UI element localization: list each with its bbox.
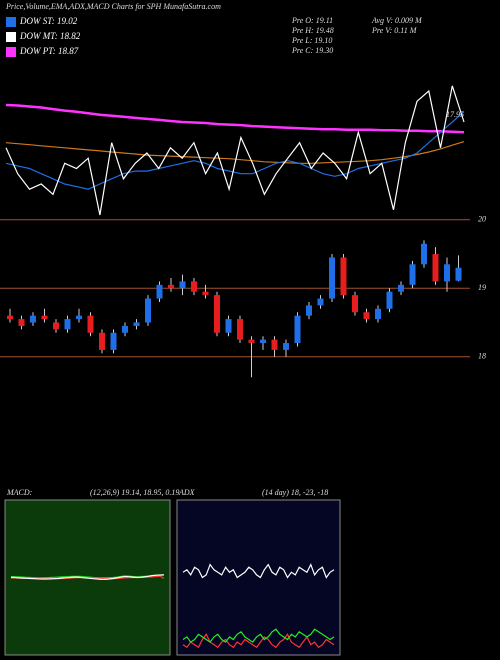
panel-background [176, 499, 341, 656]
page-title: Price,Volume,EMA,ADX,MACD Charts for SPH… [5, 2, 221, 11]
volume-value: Pre V: 0.11 M [371, 26, 418, 35]
candle-body [352, 295, 358, 313]
volume-value: Avg V: 0.009 M [371, 16, 423, 25]
series-line [182, 633, 335, 649]
candle-body [294, 315, 301, 344]
candle-body [444, 264, 450, 282]
candle-body [156, 284, 163, 299]
candle-body [248, 339, 255, 344]
annotation: 17.95 [446, 110, 464, 119]
y-tick-label: 19 [478, 283, 486, 292]
candle-body [375, 308, 381, 320]
legend-label: DOW ST: 19.02 [19, 16, 78, 26]
candle-body [168, 284, 174, 289]
series-line [182, 563, 335, 579]
series-line [11, 574, 165, 580]
candle-body [41, 315, 48, 320]
legend-swatch [6, 17, 16, 27]
candle-body [421, 243, 427, 265]
legend-swatch [6, 32, 16, 42]
candle-body [363, 312, 370, 320]
candle-body [145, 298, 151, 323]
candle-body [398, 284, 404, 292]
legend-label: DOW MT: 18.82 [19, 31, 81, 41]
candle-body [260, 339, 266, 344]
indicator-params: (14 day) 18, -23, -18 [262, 488, 328, 497]
candle-body [76, 315, 82, 320]
y-tick-label: 20 [478, 215, 486, 224]
candle-body [271, 339, 278, 350]
candle-body [64, 319, 71, 330]
series-line [5, 141, 465, 164]
prev-value: Pre H: 19.48 [291, 26, 334, 35]
candle-body [237, 319, 243, 340]
indicator-params: (12,26,9) 19.14, 18.95, 0.19 [90, 488, 179, 497]
candle-body [225, 319, 232, 333]
series-line [5, 103, 465, 134]
indicator-label: MACD: [6, 488, 33, 497]
candle-body [329, 257, 335, 299]
candle-body [317, 298, 324, 306]
legend-swatch [6, 47, 16, 57]
candle-body [386, 291, 393, 309]
candle-body [191, 281, 197, 292]
candle-body [7, 315, 13, 320]
candle-body [99, 332, 105, 350]
candle-body [133, 322, 140, 326]
candle-body [306, 305, 312, 316]
candle-body [53, 322, 59, 330]
candle-body [179, 281, 186, 289]
candle-body [110, 332, 117, 350]
candle-body [455, 267, 462, 281]
candle-body [340, 257, 347, 296]
prev-value: Pre C: 19.30 [291, 46, 333, 55]
series-line [10, 574, 165, 579]
series-line [5, 111, 465, 190]
candle-body [214, 295, 220, 333]
series-line [182, 628, 335, 643]
prev-value: Pre L: 19.10 [291, 36, 332, 45]
y-tick-label: 18 [478, 352, 486, 361]
candle-body [409, 264, 416, 285]
candle-body [122, 325, 128, 333]
series-line [5, 85, 465, 216]
candle-body [30, 315, 36, 323]
candle-body [283, 343, 289, 350]
candle-body [202, 291, 209, 296]
candle-body [87, 315, 94, 333]
prev-value: Pre O: 19.11 [291, 16, 333, 25]
indicator-label: ADX [178, 488, 196, 497]
candle-body [432, 254, 439, 282]
candle-body [18, 319, 25, 326]
legend-label: DOW PT: 18.87 [19, 46, 79, 56]
